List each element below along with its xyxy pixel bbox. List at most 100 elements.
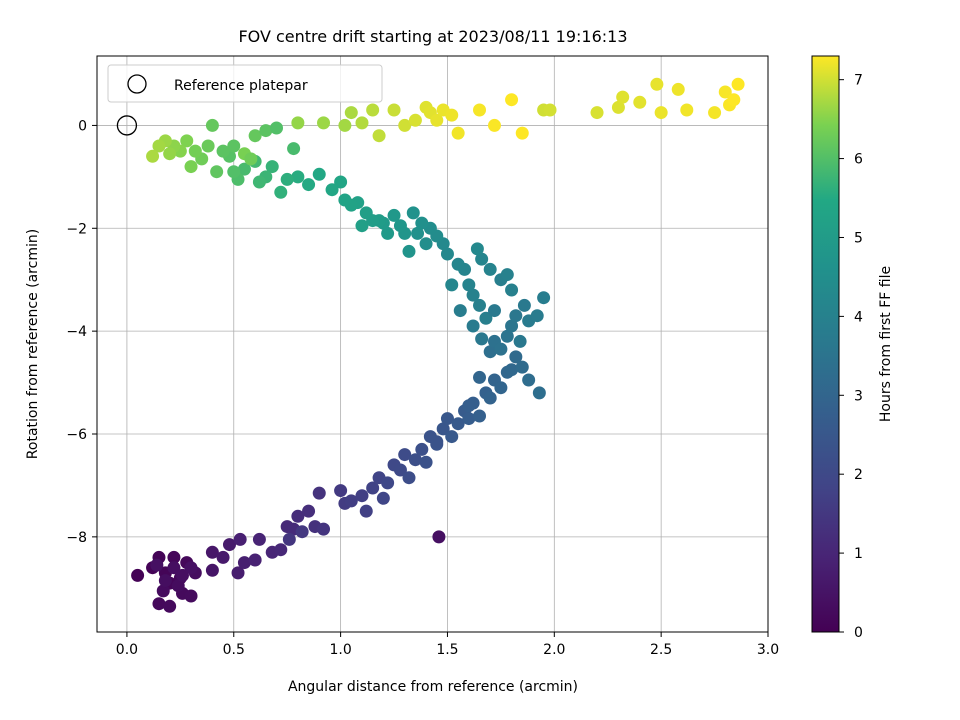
data-point bbox=[718, 85, 732, 99]
x-tick-label: 1.0 bbox=[329, 642, 351, 658]
data-point bbox=[393, 463, 407, 477]
data-point bbox=[470, 242, 484, 256]
data-point bbox=[259, 124, 273, 138]
colorbar-tick-label: 1 bbox=[854, 546, 863, 562]
x-tick-label: 3.0 bbox=[757, 642, 779, 658]
y-tick-label: −8 bbox=[66, 530, 87, 546]
data-point bbox=[430, 435, 444, 449]
data-point bbox=[505, 319, 519, 333]
data-point bbox=[406, 206, 420, 220]
data-point bbox=[475, 252, 489, 266]
data-point bbox=[167, 561, 181, 575]
data-point bbox=[376, 491, 390, 505]
data-point bbox=[252, 532, 266, 546]
data-point bbox=[451, 257, 465, 271]
data-point bbox=[445, 108, 459, 122]
data-point bbox=[387, 103, 401, 117]
data-point bbox=[708, 106, 722, 120]
data-point bbox=[451, 417, 465, 431]
data-point bbox=[419, 455, 433, 469]
data-point bbox=[146, 149, 160, 163]
data-point bbox=[237, 556, 251, 570]
data-point bbox=[411, 226, 425, 240]
data-point bbox=[201, 139, 215, 153]
data-point bbox=[381, 226, 395, 240]
data-point bbox=[248, 129, 262, 143]
data-point bbox=[184, 561, 198, 575]
scatter-points bbox=[116, 77, 745, 613]
data-point bbox=[355, 219, 369, 233]
data-point bbox=[344, 106, 358, 120]
data-point bbox=[393, 219, 407, 233]
data-point bbox=[387, 208, 401, 222]
data-point bbox=[398, 118, 412, 132]
data-point bbox=[252, 175, 266, 189]
data-point bbox=[180, 134, 194, 148]
data-point bbox=[184, 589, 198, 603]
data-point bbox=[152, 597, 166, 611]
data-point bbox=[451, 126, 465, 140]
data-point bbox=[302, 178, 316, 192]
data-point bbox=[509, 350, 523, 364]
data-point bbox=[158, 574, 172, 588]
data-point bbox=[222, 538, 236, 552]
data-point bbox=[184, 160, 198, 174]
data-point bbox=[291, 116, 305, 130]
data-point bbox=[312, 167, 326, 181]
data-point bbox=[415, 442, 429, 456]
y-tick-label: −6 bbox=[66, 427, 87, 443]
data-point bbox=[280, 172, 294, 186]
data-point bbox=[359, 206, 373, 220]
data-point bbox=[265, 160, 279, 174]
data-point bbox=[171, 579, 185, 593]
data-point bbox=[680, 103, 694, 117]
data-point bbox=[590, 106, 604, 120]
data-point bbox=[473, 298, 487, 312]
data-point bbox=[270, 121, 284, 135]
data-point bbox=[216, 144, 230, 158]
data-point bbox=[408, 453, 422, 467]
data-point bbox=[248, 553, 262, 567]
data-point bbox=[671, 82, 685, 96]
data-point bbox=[244, 152, 258, 166]
data-point bbox=[515, 126, 529, 140]
data-point bbox=[205, 118, 219, 132]
data-point bbox=[475, 332, 489, 346]
x-tick-label: 0.0 bbox=[116, 642, 138, 658]
data-point bbox=[359, 504, 373, 518]
data-point bbox=[282, 532, 296, 546]
y-tick-label: −4 bbox=[66, 324, 87, 340]
data-point bbox=[479, 311, 493, 325]
x-axis-ticks: 0.0 0.5 1.0 1.5 2.0 2.5 3.0 bbox=[116, 632, 779, 658]
data-point bbox=[543, 103, 557, 117]
colorbar-tick-label: 2 bbox=[854, 467, 863, 483]
data-point bbox=[233, 532, 247, 546]
data-point bbox=[487, 304, 501, 318]
data-point bbox=[295, 525, 309, 539]
y-axis-label: Rotation from reference (arcmin) bbox=[25, 229, 41, 459]
data-point bbox=[436, 422, 450, 436]
data-point bbox=[408, 113, 422, 127]
legend-box bbox=[107, 64, 383, 103]
data-point bbox=[509, 309, 523, 323]
data-point bbox=[163, 599, 177, 613]
data-point bbox=[462, 399, 476, 413]
data-point bbox=[505, 283, 519, 297]
data-point bbox=[505, 93, 519, 107]
colorbar bbox=[811, 55, 840, 633]
data-point bbox=[312, 486, 326, 500]
colorbar-tick-label: 3 bbox=[854, 388, 863, 404]
data-point bbox=[453, 304, 467, 318]
data-point bbox=[616, 90, 630, 104]
data-point bbox=[466, 288, 480, 302]
y-tick-label: −2 bbox=[66, 221, 87, 237]
data-point bbox=[287, 142, 301, 156]
colorbar-tick-label: 7 bbox=[854, 73, 863, 89]
data-point bbox=[494, 381, 508, 395]
data-point bbox=[205, 563, 219, 577]
data-point bbox=[611, 100, 625, 114]
data-point bbox=[274, 543, 288, 557]
data-point bbox=[237, 162, 251, 176]
data-point bbox=[325, 183, 339, 197]
